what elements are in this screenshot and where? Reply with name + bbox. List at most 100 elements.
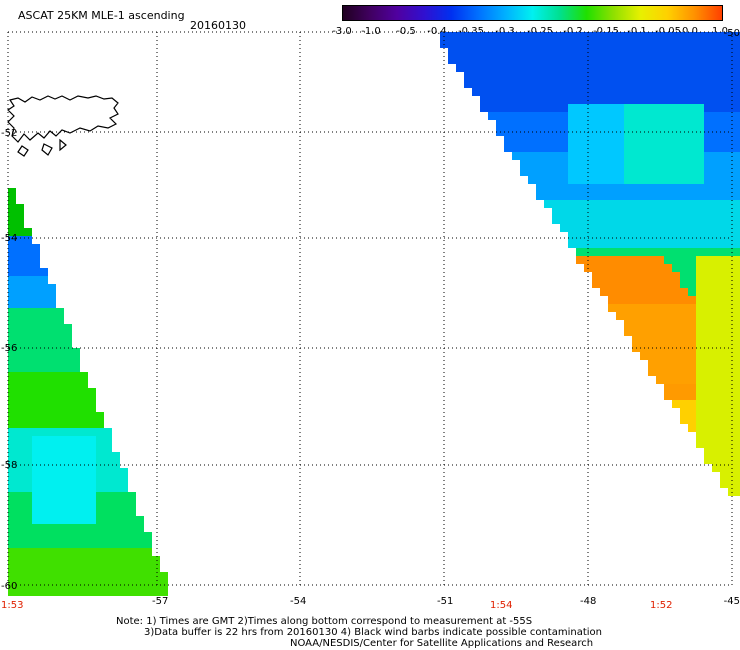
data-cell [104, 572, 112, 580]
data-cell [704, 224, 712, 232]
data-cell [600, 88, 608, 96]
data-cell [712, 160, 720, 168]
data-cell [736, 184, 740, 192]
data-cell [48, 340, 56, 348]
data-cell [664, 200, 672, 208]
data-cell [512, 136, 520, 144]
data-cell [104, 436, 112, 444]
data-cell [96, 484, 104, 492]
data-cell [128, 540, 136, 548]
data-cell [704, 112, 712, 120]
data-cell [112, 460, 120, 468]
data-cell [736, 400, 740, 408]
data-cell [80, 460, 88, 468]
data-cell [632, 168, 640, 176]
data-cell [8, 484, 16, 492]
data-cell [16, 300, 24, 308]
data-cell [648, 208, 656, 216]
data-cell [112, 548, 120, 556]
data-cell [720, 264, 728, 272]
data-cell [56, 540, 64, 548]
data-cell [120, 500, 128, 508]
data-cell [40, 564, 48, 572]
data-cell [680, 80, 688, 88]
data-cell [64, 324, 72, 332]
data-cell [552, 120, 560, 128]
data-cell [712, 272, 720, 280]
data-cell [16, 516, 24, 524]
data-cell [552, 80, 560, 88]
data-cell [704, 176, 712, 184]
data-cell [520, 48, 528, 56]
data-cell [544, 88, 552, 96]
data-cell [688, 208, 696, 216]
data-cell [600, 96, 608, 104]
data-cell [736, 232, 740, 240]
data-cell [48, 428, 56, 436]
data-cell [152, 556, 160, 564]
data-cell [664, 256, 672, 264]
data-cell [688, 232, 696, 240]
data-cell [8, 436, 16, 444]
data-cell [32, 420, 40, 428]
data-cell [632, 72, 640, 80]
data-cell [568, 160, 576, 168]
data-cell [664, 168, 672, 176]
data-cell [560, 216, 568, 224]
data-cell [96, 516, 104, 524]
data-cell [448, 56, 456, 64]
data-cell [616, 120, 624, 128]
data-cell [496, 40, 504, 48]
data-cell [608, 256, 616, 264]
data-cell [568, 240, 576, 248]
data-cell [88, 420, 96, 428]
data-cell [112, 540, 120, 548]
data-cell [648, 304, 656, 312]
data-cell [680, 160, 688, 168]
data-cell [568, 168, 576, 176]
data-cell [656, 40, 664, 48]
data-cell [672, 296, 680, 304]
data-cell [632, 96, 640, 104]
data-cell [632, 176, 640, 184]
data-cell [704, 320, 712, 328]
data-cell [24, 468, 32, 476]
data-cell [632, 184, 640, 192]
data-cell [624, 88, 632, 96]
data-cell [632, 320, 640, 328]
data-cell [624, 144, 632, 152]
data-cell [48, 484, 56, 492]
data-cell [736, 392, 740, 400]
data-cell [704, 384, 712, 392]
data-cell [648, 40, 656, 48]
data-cell [672, 312, 680, 320]
data-cell [712, 400, 720, 408]
data-cell [696, 336, 704, 344]
data-cell [48, 564, 56, 572]
data-cell [80, 428, 88, 436]
data-cell [56, 516, 64, 524]
data-cell [96, 452, 104, 460]
data-cell [648, 328, 656, 336]
data-cell [32, 460, 40, 468]
data-cell [720, 256, 728, 264]
data-cell [736, 432, 740, 440]
data-cell [104, 508, 112, 516]
data-cell [120, 580, 128, 588]
data-cell [640, 184, 648, 192]
data-cell [144, 548, 152, 556]
data-cell [696, 328, 704, 336]
data-cell [8, 572, 16, 580]
data-cell [616, 88, 624, 96]
data-cell [504, 56, 512, 64]
data-cell [32, 356, 40, 364]
data-cell [672, 88, 680, 96]
data-cell [16, 396, 24, 404]
data-cell [128, 588, 136, 596]
data-cell [560, 144, 568, 152]
data-cell [8, 532, 16, 540]
data-cell [24, 516, 32, 524]
data-cell [688, 120, 696, 128]
data-cell [672, 144, 680, 152]
data-cell [656, 352, 664, 360]
